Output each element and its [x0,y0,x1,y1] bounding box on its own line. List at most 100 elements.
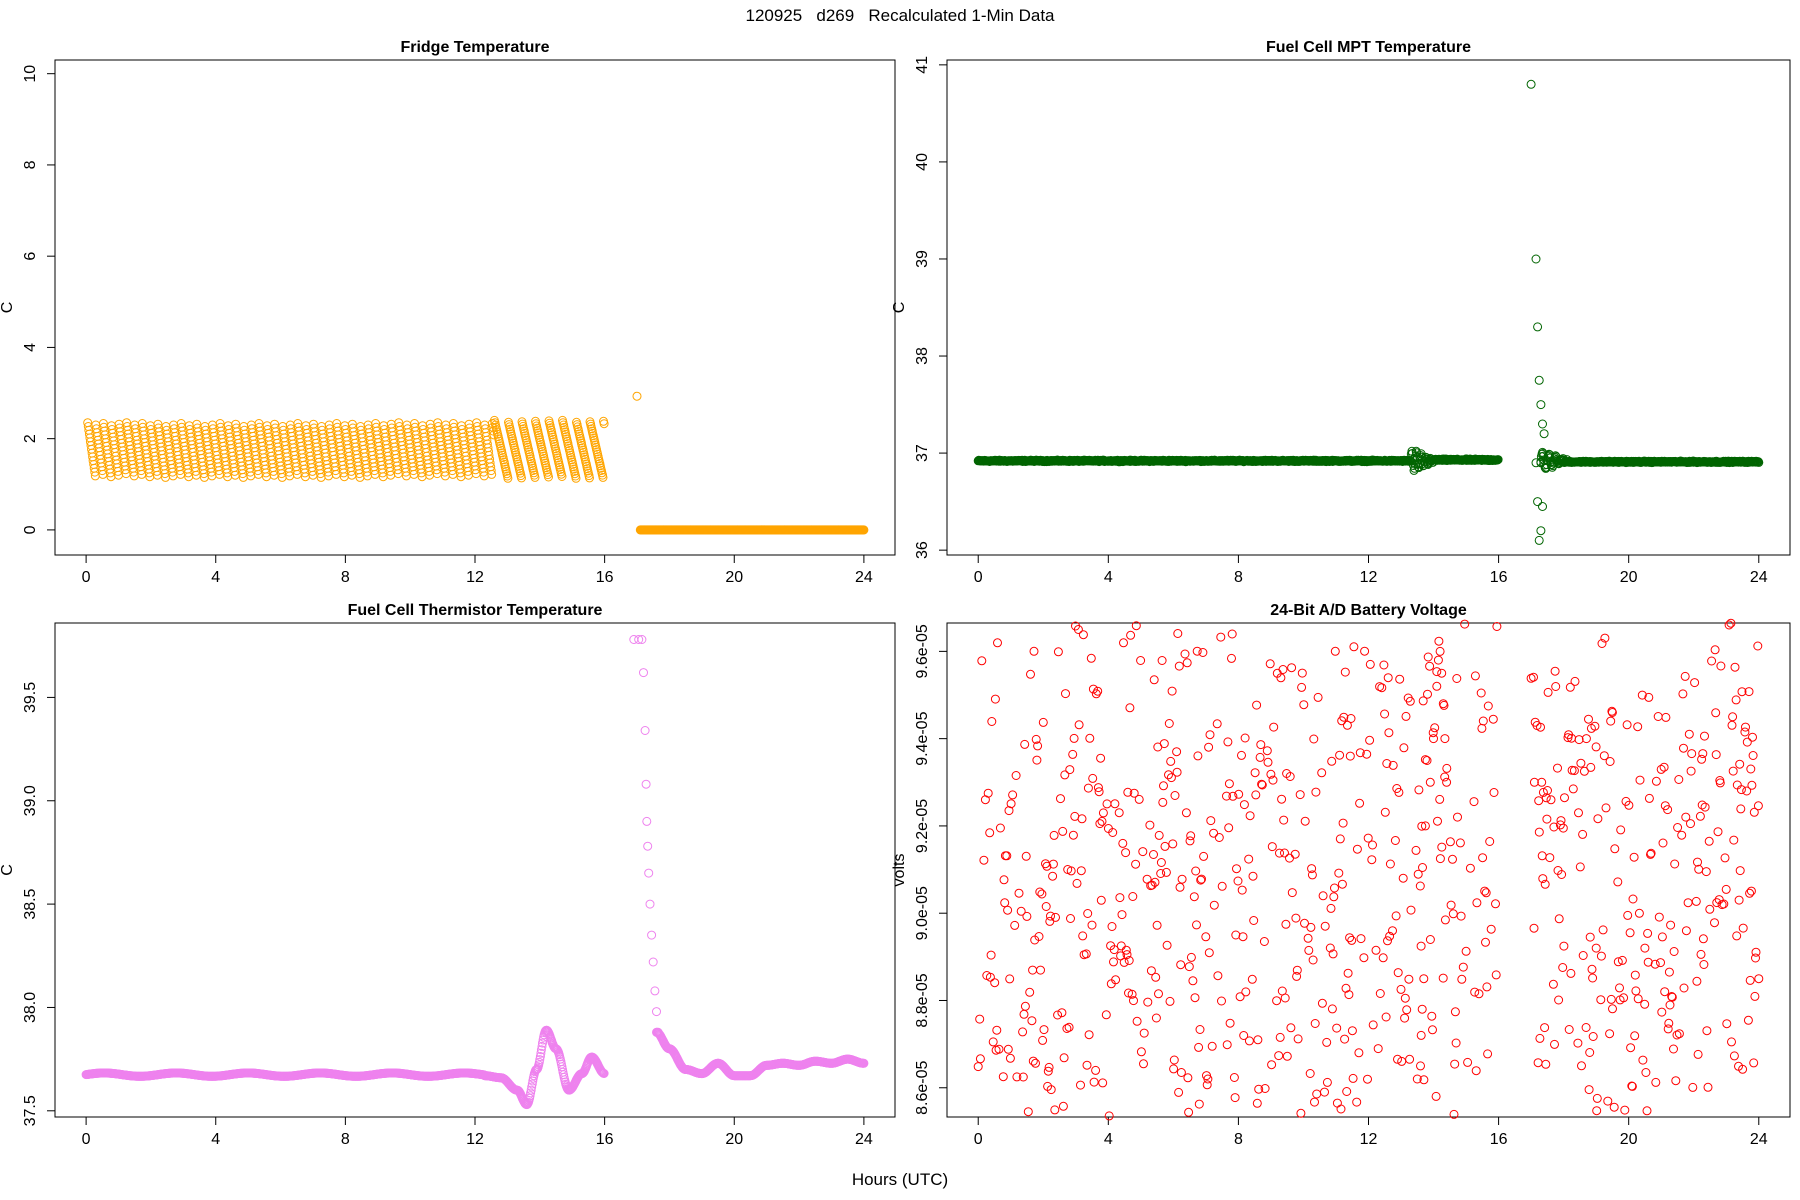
data-point [637,635,647,644]
data-point [1121,945,1131,955]
data-point [1654,912,1664,922]
data-point [1738,1064,1748,1074]
data-point [1586,762,1596,772]
data-point [1696,949,1706,959]
data-point [1161,867,1171,877]
y-axis-label: C [0,302,16,314]
data-point [1239,800,1249,810]
data-point [1146,966,1156,976]
data-point [1669,947,1679,956]
data-point [1320,921,1330,931]
data-point [1734,895,1744,905]
data-point [1422,756,1432,765]
data-point [1383,673,1393,683]
data-point [1095,819,1105,829]
data-point [1534,535,1544,545]
data-point [1132,1016,1142,1026]
x-tick-label: 20 [725,569,743,586]
data-point [1380,807,1390,817]
data-point [1334,868,1344,878]
data-point [1233,876,1243,886]
data-point [1470,671,1480,681]
data-point [1692,976,1702,986]
data-point [1631,986,1641,996]
data-point [1465,863,1475,873]
data-point [1223,737,1233,747]
data-point [1201,932,1211,942]
data-point [1686,766,1696,776]
y-tick-label: 38.5 [22,888,39,919]
data-point [1698,934,1708,944]
data-point [1605,1029,1615,1039]
data-point [1217,881,1227,891]
data-point [859,1058,869,1068]
data-point [1098,1078,1108,1088]
data-point [1116,941,1126,951]
data-point [1279,815,1289,825]
data-point [1119,638,1128,648]
data-point [1160,841,1170,851]
data-point [1472,898,1482,908]
data-point [1575,862,1585,872]
data-point [1474,989,1484,999]
data-point [1677,830,1687,840]
data-point [1673,823,1683,832]
data-point [1601,803,1611,813]
data-point [1199,851,1209,861]
data-point [1111,975,1121,985]
data-point [645,899,655,909]
data-point [1704,836,1714,846]
data-point [1295,790,1305,800]
data-point [1016,906,1026,916]
data-point [1712,898,1722,908]
data-point [1303,933,1313,943]
data-point [1051,912,1060,922]
data-point [1278,665,1288,674]
data-point [1115,893,1125,903]
data-point [1453,812,1462,822]
y-tick-label: 37.5 [22,1095,39,1126]
data-point [487,469,497,479]
data-point [1048,859,1058,869]
data-point [1538,419,1547,429]
data-point [1121,848,1131,858]
data-point [1152,920,1162,930]
data-point [1136,1047,1146,1057]
data-point [1635,775,1645,785]
plot-frame [946,622,1791,1118]
data-point [1581,1023,1591,1032]
data-point [1711,708,1721,718]
data-point [1679,983,1689,993]
data-point [1690,678,1700,688]
data-point [1018,1072,1028,1082]
data-point [1028,965,1038,975]
data-point [1195,1025,1205,1034]
data-point [1255,752,1265,762]
data-point [1622,720,1632,730]
data-point [1229,1073,1239,1082]
data-point [985,828,995,838]
data-point [985,972,995,982]
data-point [1069,733,1079,743]
data-point [1437,842,1447,852]
data-point [1683,898,1693,908]
data-point [1420,755,1430,765]
data-point [1032,755,1042,765]
data-point [1186,831,1196,841]
data-point [1736,804,1746,814]
data-point [1628,894,1638,904]
data-point [1428,728,1438,738]
y-tick-label: 39.5 [22,682,39,713]
data-point [1018,1027,1028,1037]
data-point [1297,682,1307,692]
data-point [1546,795,1556,805]
data-point [1671,1076,1681,1086]
data-point [1616,825,1626,835]
data-point [1641,1068,1651,1077]
data-point [1287,663,1297,673]
data-point [1020,739,1030,749]
data-point [1543,687,1553,697]
data-point [1579,766,1589,776]
data-point [1083,783,1093,793]
data-point [1027,1016,1037,1026]
